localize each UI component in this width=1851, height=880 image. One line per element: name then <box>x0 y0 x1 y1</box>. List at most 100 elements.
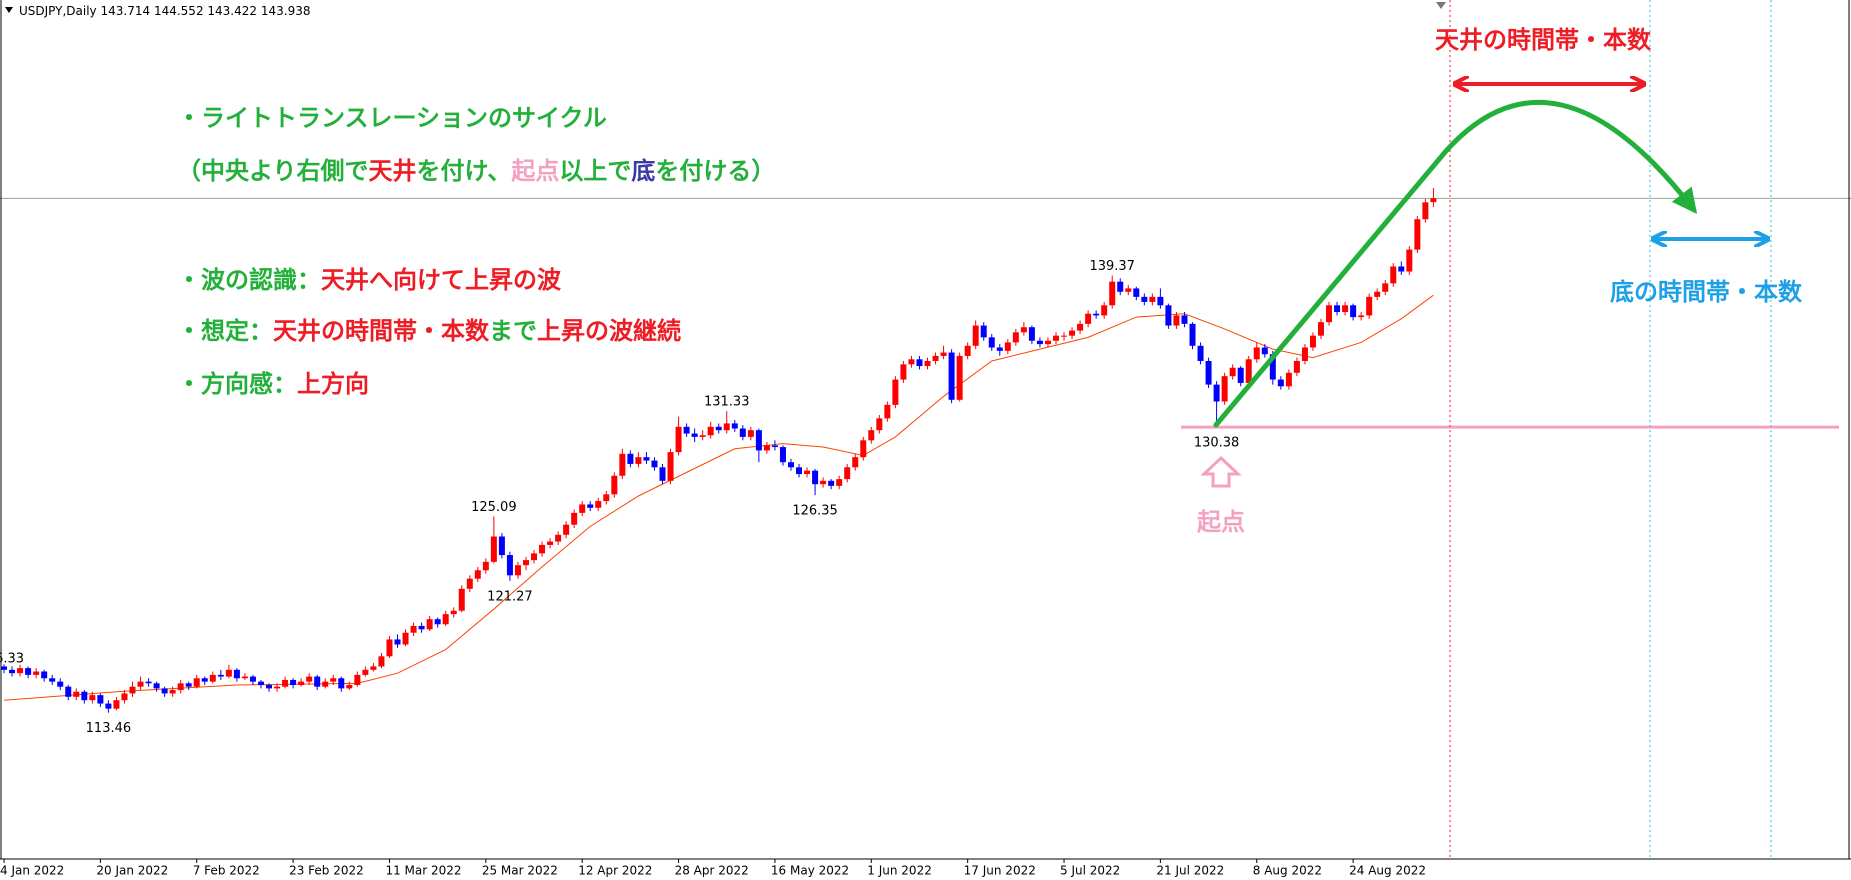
candle-body <box>1109 281 1116 306</box>
candle-body <box>579 504 586 513</box>
candle-body <box>105 703 112 709</box>
candle-body <box>972 325 979 346</box>
candle-body <box>306 676 313 682</box>
candle-body <box>290 679 297 686</box>
candle-body <box>844 467 851 480</box>
candle-body <box>699 435 706 437</box>
candle-body <box>1309 335 1316 348</box>
x-tick-label: 21 Jul 2022 <box>1156 864 1224 878</box>
candle-body <box>402 632 409 645</box>
candle-body <box>836 479 843 486</box>
candle-body <box>1036 340 1043 345</box>
candle-body <box>466 578 473 589</box>
candle-body <box>266 685 273 689</box>
candle-body <box>892 379 899 405</box>
candle-body <box>41 671 48 679</box>
candle-body <box>1326 305 1333 323</box>
origin-arrow <box>1200 455 1242 488</box>
candle-body <box>9 669 16 674</box>
candle-body <box>370 666 377 670</box>
candle-body <box>1293 360 1300 373</box>
x-tick-label: 4 Jan 2022 <box>0 864 64 878</box>
text-part: 起点 <box>510 157 559 185</box>
candle-body <box>1133 288 1140 297</box>
candle-body <box>980 325 987 338</box>
candle-body <box>884 404 891 419</box>
x-tick-label: 7 Feb 2022 <box>193 864 260 878</box>
candle-body <box>322 681 329 687</box>
text-part: を付け、 <box>417 157 512 185</box>
x-tick-label: 11 Mar 2022 <box>385 864 461 878</box>
candle-body <box>739 428 746 437</box>
candle-body <box>611 475 618 495</box>
candle-body <box>346 685 353 689</box>
candle-body <box>1157 296 1164 306</box>
candle-body <box>1020 327 1027 333</box>
candle-body <box>434 619 441 625</box>
candle-body <box>1245 359 1252 383</box>
candle-body <box>1 666 8 670</box>
candle-body <box>1269 354 1276 380</box>
candle-body <box>25 668 32 675</box>
x-tick-label: 1 Jun 2022 <box>867 864 932 878</box>
candle-body <box>1069 330 1076 336</box>
candle-body <box>458 588 465 611</box>
candle-body <box>442 614 449 625</box>
candle-body <box>314 676 321 687</box>
candle-body <box>804 470 811 475</box>
text-part: 天井の時間帯・本数 <box>273 317 490 345</box>
candle-body <box>1382 283 1389 292</box>
candle-body <box>330 678 337 682</box>
candle-body <box>948 352 955 400</box>
candle-body <box>57 681 64 687</box>
candle-body <box>691 433 698 437</box>
price-label: 121.27 <box>487 589 533 604</box>
candle-body <box>153 683 160 689</box>
candle-body <box>137 681 144 687</box>
price-label: 113.46 <box>86 721 132 736</box>
candle-body <box>225 669 232 677</box>
text-part: ・想定： <box>177 317 273 345</box>
price-label: 131.33 <box>704 395 750 410</box>
close: 143.938 <box>261 4 311 18</box>
candle-body <box>595 501 602 508</box>
text-part: ・方向感： <box>177 370 297 398</box>
assumption: ・想定：天井の時間帯・本数まで上昇の波継続 <box>177 317 681 345</box>
candle-body <box>394 639 401 645</box>
candle-body <box>723 423 730 431</box>
candle-body <box>940 352 947 356</box>
text-part: 天井 <box>369 157 417 185</box>
text-part: 底 <box>631 157 655 185</box>
cycle-arrow <box>1213 99 1698 428</box>
text-part: 天井へ向けて上昇の波 <box>321 266 562 294</box>
candle-body <box>563 524 570 535</box>
candle-body <box>1181 315 1188 324</box>
text-part: ・波の認識： <box>177 266 321 294</box>
wave: ・波の認識：天井へ向けて上昇の波 <box>177 266 562 294</box>
candle-body <box>386 639 393 657</box>
candle-body <box>531 553 538 561</box>
origin-label: 起点 <box>1196 508 1245 536</box>
candle-body <box>1422 202 1429 220</box>
candle-body <box>282 679 289 687</box>
candle-body <box>354 674 361 686</box>
candle-body <box>522 560 529 566</box>
price-label: 130.38 <box>1194 436 1240 451</box>
candle-body <box>1374 291 1381 297</box>
candle-body <box>731 423 738 429</box>
candle-body <box>233 669 240 679</box>
candle-body <box>812 470 819 485</box>
candle-body <box>619 453 626 476</box>
candle-body <box>1430 198 1437 203</box>
candle-body <box>17 668 24 674</box>
candle-body <box>450 610 457 615</box>
candle-body <box>185 683 192 687</box>
candle-body <box>89 695 96 701</box>
candle-body <box>1358 315 1365 318</box>
candle-body <box>1221 376 1228 402</box>
candle-body <box>217 674 224 677</box>
x-tick-label: 24 Aug 2022 <box>1349 864 1426 878</box>
candle-body <box>1261 347 1268 355</box>
x-tick-label: 5 Jul 2022 <box>1060 864 1120 878</box>
menu-triangle[interactable] <box>5 7 13 13</box>
